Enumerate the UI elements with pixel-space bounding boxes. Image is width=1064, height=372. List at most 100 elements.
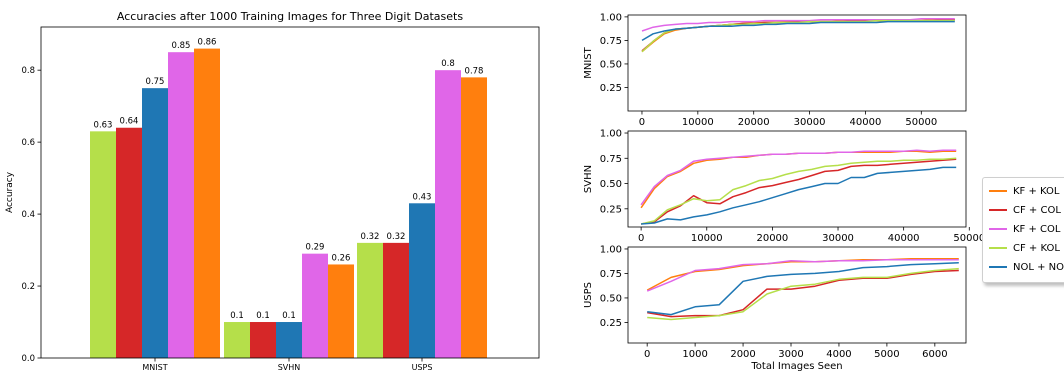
y-tick-label: 0.75 — [600, 36, 622, 47]
series-line — [647, 261, 959, 316]
x-tick-label: 3000 — [778, 349, 803, 360]
x-tick-label: 10000 — [682, 117, 714, 128]
bar-value-label: 0.32 — [361, 232, 380, 242]
series-line — [641, 18, 955, 53]
legend-item: CF + KOL — [989, 241, 1060, 255]
x-tick-label: 40000 — [888, 233, 920, 244]
plot-frame — [627, 246, 967, 344]
chart-title: Accuracies after 1000 Training Images fo… — [117, 10, 463, 23]
y-tick-label: 0.6 — [21, 138, 35, 148]
legend-item: KF + COL — [989, 222, 1060, 236]
legend-item: CF + COL — [989, 203, 1061, 217]
series-line — [641, 19, 955, 53]
y-axis-label: SVHN — [583, 165, 594, 193]
series-line — [641, 20, 955, 42]
legend-item: KF + KOL — [989, 184, 1060, 198]
x-tick-label: USPS — [412, 363, 433, 372]
legend-label: CF + KOL — [1013, 242, 1060, 254]
bar — [383, 242, 409, 358]
legend-swatch — [989, 190, 1007, 192]
bar — [194, 48, 220, 359]
y-tick-label: 0.50 — [600, 59, 622, 70]
bar — [302, 253, 328, 358]
y-axis-label: Accuracy — [5, 171, 15, 213]
y-tick-label: 0.25 — [600, 318, 622, 329]
series-line — [641, 18, 955, 32]
bar-value-label: 0.1 — [230, 311, 244, 321]
y-tick-label: 0.2 — [21, 282, 35, 292]
y-tick-label: 0.50 — [600, 179, 622, 190]
bar-value-label: 0.26 — [332, 253, 351, 263]
bar-value-label: 0.43 — [413, 192, 432, 202]
bar — [142, 88, 168, 359]
bar — [90, 131, 116, 358]
x-tick-label: 50000 — [905, 117, 937, 128]
bar — [276, 322, 302, 358]
bar-value-label: 0.1 — [282, 311, 296, 321]
legend-swatch — [989, 247, 1007, 249]
bar — [250, 322, 276, 358]
bar-value-label: 0.32 — [387, 232, 406, 242]
x-tick-label: 10000 — [691, 233, 723, 244]
bar — [357, 242, 383, 358]
bar-value-label: 0.29 — [306, 243, 325, 253]
series-line — [641, 18, 955, 52]
bar — [435, 70, 461, 358]
bar — [409, 203, 435, 358]
bar — [116, 127, 142, 358]
series-line — [647, 267, 959, 321]
legend: KF + KOL CF + COL KF + COL CF + KOL NOL … — [982, 177, 1064, 283]
bar-value-label: 0.85 — [172, 41, 191, 51]
x-tick-label: 20000 — [756, 233, 788, 244]
legend-swatch — [989, 266, 1007, 268]
y-tick-label: 1.00 — [600, 12, 622, 23]
bar — [461, 77, 487, 358]
series-line — [640, 149, 957, 206]
line-subplot: SVHN 0.25 0.50 0.75 1.00 0 10000 20000 30000 4000… — [583, 129, 985, 244]
x-tick-label: 2000 — [730, 349, 755, 360]
bar-value-label: 0.63 — [94, 120, 113, 130]
y-tick-label: 0.75 — [600, 269, 622, 280]
legend-swatch — [989, 209, 1007, 211]
series-line — [641, 166, 957, 225]
legend-swatch — [989, 228, 1007, 230]
y-tick-label: 0.50 — [600, 293, 622, 304]
x-tick-label: 1000 — [682, 349, 707, 360]
y-tick-label: 1.00 — [600, 244, 622, 255]
legend-item: NOL + NO — [989, 260, 1064, 274]
x-axis-label: Total Images Seen — [750, 361, 842, 372]
bar-value-label: 0.64 — [120, 117, 139, 127]
legend-label: KF + COL — [1013, 223, 1061, 235]
x-tick-label: 50000 — [953, 233, 985, 244]
series-line — [640, 158, 957, 225]
y-tick-label: 0.25 — [600, 204, 622, 215]
series-line — [640, 157, 957, 225]
y-tick-label: 0.4 — [21, 210, 35, 220]
x-tick-label: 0 — [638, 233, 644, 244]
plot-frame — [40, 26, 540, 359]
x-tick-label: 30000 — [822, 233, 854, 244]
bar-value-label: 0.75 — [146, 77, 165, 87]
series-line — [646, 258, 959, 292]
bar — [224, 322, 250, 358]
x-tick-label: 5000 — [874, 349, 899, 360]
bar-value-label: 0.86 — [198, 38, 217, 48]
legend-label: CF + COL — [1013, 204, 1061, 216]
y-tick-label: 0.25 — [600, 83, 622, 94]
x-tick-label: 0 — [639, 117, 645, 128]
bar-value-label: 0.8 — [441, 59, 455, 69]
line-subplot: USPS 0.25 0.50 0.75 1.00 0 1000 2000 3000 4000 500… — [583, 244, 967, 372]
x-tick-label: 20000 — [738, 117, 770, 128]
x-tick-label: 40000 — [850, 117, 882, 128]
bar — [168, 52, 194, 358]
x-tick-label: 30000 — [794, 117, 826, 128]
y-axis-label: MNIST — [583, 46, 594, 78]
bar-value-label: 0.1 — [256, 311, 270, 321]
y-axis-label: USPS — [583, 282, 594, 308]
line-subplot: MNIST 0.25 0.50 0.75 1.00 0 10000 20000 30000 400… — [583, 12, 967, 128]
x-tick-label: 6000 — [922, 349, 947, 360]
x-tick-label: 0 — [644, 349, 650, 360]
legend-label: NOL + NO — [1013, 261, 1064, 273]
